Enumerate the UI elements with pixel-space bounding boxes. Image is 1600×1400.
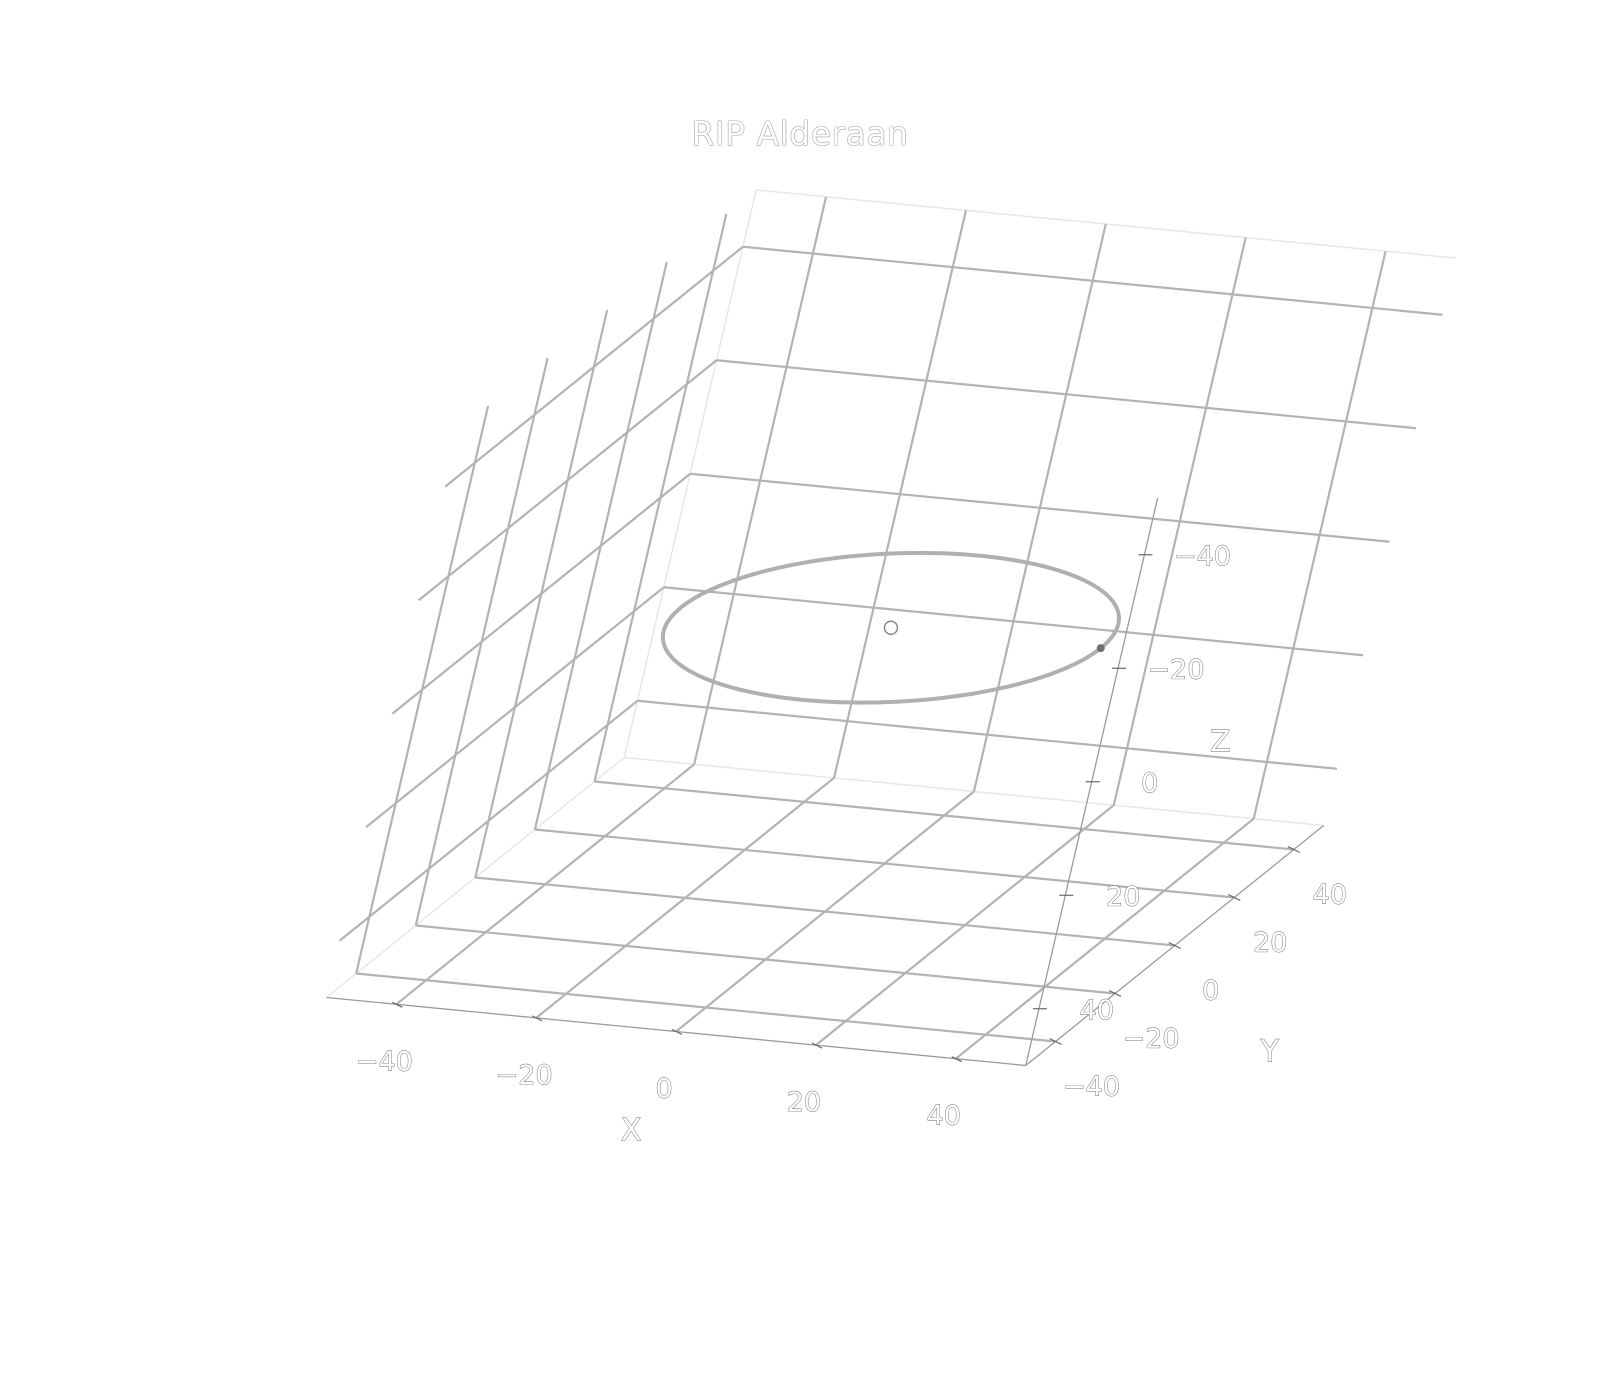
gridline-floor-y bbox=[356, 972, 1056, 1043]
y-tick-mark bbox=[1168, 941, 1181, 950]
x-tick-mark bbox=[811, 1042, 823, 1049]
y-tick-label: 0 bbox=[1202, 976, 1219, 1007]
x-axis-title: X bbox=[621, 1113, 642, 1148]
gridline-floor-y bbox=[415, 924, 1116, 995]
gridline-left-z bbox=[417, 359, 718, 602]
z-tick-label: −20 bbox=[1148, 654, 1205, 685]
x-tick-mark bbox=[392, 1001, 403, 1008]
y-tick-mark bbox=[1108, 989, 1122, 998]
gridline-back-z bbox=[663, 586, 1364, 657]
y-tick-mark bbox=[1287, 845, 1301, 854]
gridline-floor-y bbox=[534, 828, 1235, 899]
z-tick-label: 0 bbox=[1141, 768, 1158, 799]
planet-marker[interactable] bbox=[1096, 644, 1105, 653]
z-tick-label: −40 bbox=[1174, 541, 1231, 572]
gridline-back-z bbox=[742, 245, 1443, 316]
x-tick-label: 0 bbox=[655, 1074, 672, 1105]
gridline-left-z bbox=[365, 586, 665, 829]
chart-title: RIP Alderaan bbox=[691, 114, 909, 153]
gridline-left-z bbox=[391, 472, 691, 715]
z-axis-title: Z bbox=[1210, 724, 1231, 759]
x-tick-label: −20 bbox=[496, 1060, 553, 1091]
gridline-floor-y bbox=[594, 780, 1294, 851]
gridline-left-z bbox=[338, 699, 639, 942]
y-tick-label: −20 bbox=[1123, 1024, 1180, 1055]
center-star-marker[interactable] bbox=[883, 620, 899, 635]
y-axis-title: Y bbox=[1260, 1035, 1280, 1070]
z-tick-label: 40 bbox=[1080, 995, 1114, 1026]
x-tick-mark bbox=[671, 1028, 683, 1036]
gridline-left-z bbox=[444, 245, 744, 488]
gridline-back-z bbox=[690, 472, 1390, 543]
x-tick-label: 20 bbox=[787, 1087, 821, 1118]
gridline-floor-y bbox=[475, 876, 1175, 947]
gridline-back-z bbox=[637, 699, 1337, 770]
y-tick-label: −40 bbox=[1063, 1072, 1120, 1103]
x-tick-mark bbox=[531, 1015, 543, 1022]
y-tick-mark bbox=[1227, 893, 1241, 902]
x-tick-label: 40 bbox=[927, 1101, 961, 1132]
gridline-back-z bbox=[716, 359, 1417, 430]
x-tick-label: −40 bbox=[356, 1046, 413, 1077]
y-tick-label: 20 bbox=[1253, 928, 1287, 959]
y-tick-mark bbox=[1049, 1037, 1062, 1046]
y-tick-label: 40 bbox=[1313, 880, 1347, 911]
z-tick-label: 20 bbox=[1106, 881, 1140, 912]
orbit-line bbox=[660, 550, 1121, 705]
x-tick-mark bbox=[951, 1056, 963, 1063]
